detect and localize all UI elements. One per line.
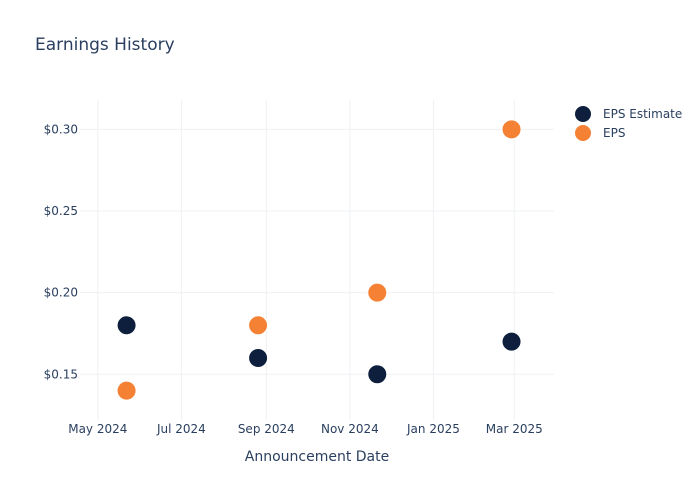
- legend-label: EPS: [603, 126, 625, 140]
- y-tick-label: $0.30: [44, 122, 78, 136]
- x-tick-label: Jan 2025: [406, 422, 460, 436]
- data-points: [116, 119, 522, 401]
- x-tick-label: Nov 2024: [321, 422, 379, 436]
- data-point[interactable]: [501, 331, 522, 352]
- data-point[interactable]: [367, 282, 388, 303]
- x-axis-title: Announcement Date: [245, 449, 389, 465]
- y-axis-ticks: $0.15 $0.20 $0.25 $0.30: [44, 122, 78, 381]
- legend[interactable]: EPS Estimate EPS: [575, 106, 682, 141]
- data-point[interactable]: [248, 347, 269, 368]
- chart-title: Earnings History: [35, 35, 175, 55]
- legend-marker: [575, 106, 591, 122]
- y-tick-label: $0.20: [44, 286, 78, 300]
- data-point[interactable]: [116, 380, 137, 401]
- gridlines: [80, 100, 554, 420]
- data-point[interactable]: [248, 315, 269, 336]
- series-eps: [116, 119, 522, 401]
- x-tick-label: Sep 2024: [238, 422, 295, 436]
- legend-item[interactable]: EPS: [575, 125, 625, 141]
- y-tick-label: $0.25: [44, 204, 78, 218]
- series-eps-estimate: [116, 315, 522, 385]
- data-point[interactable]: [367, 364, 388, 385]
- x-tick-label: Jul 2024: [156, 422, 206, 436]
- data-point[interactable]: [501, 119, 522, 140]
- legend-item[interactable]: EPS Estimate: [575, 106, 682, 122]
- y-tick-label: $0.15: [44, 367, 78, 381]
- legend-label: EPS Estimate: [603, 107, 682, 121]
- x-tick-label: May 2024: [68, 422, 127, 436]
- x-axis-ticks: May 2024 Jul 2024 Sep 2024 Nov 2024 Jan 2025…: [68, 422, 543, 436]
- x-tick-label: Mar 2025: [486, 422, 543, 436]
- data-point[interactable]: [116, 315, 137, 336]
- legend-marker: [575, 125, 591, 141]
